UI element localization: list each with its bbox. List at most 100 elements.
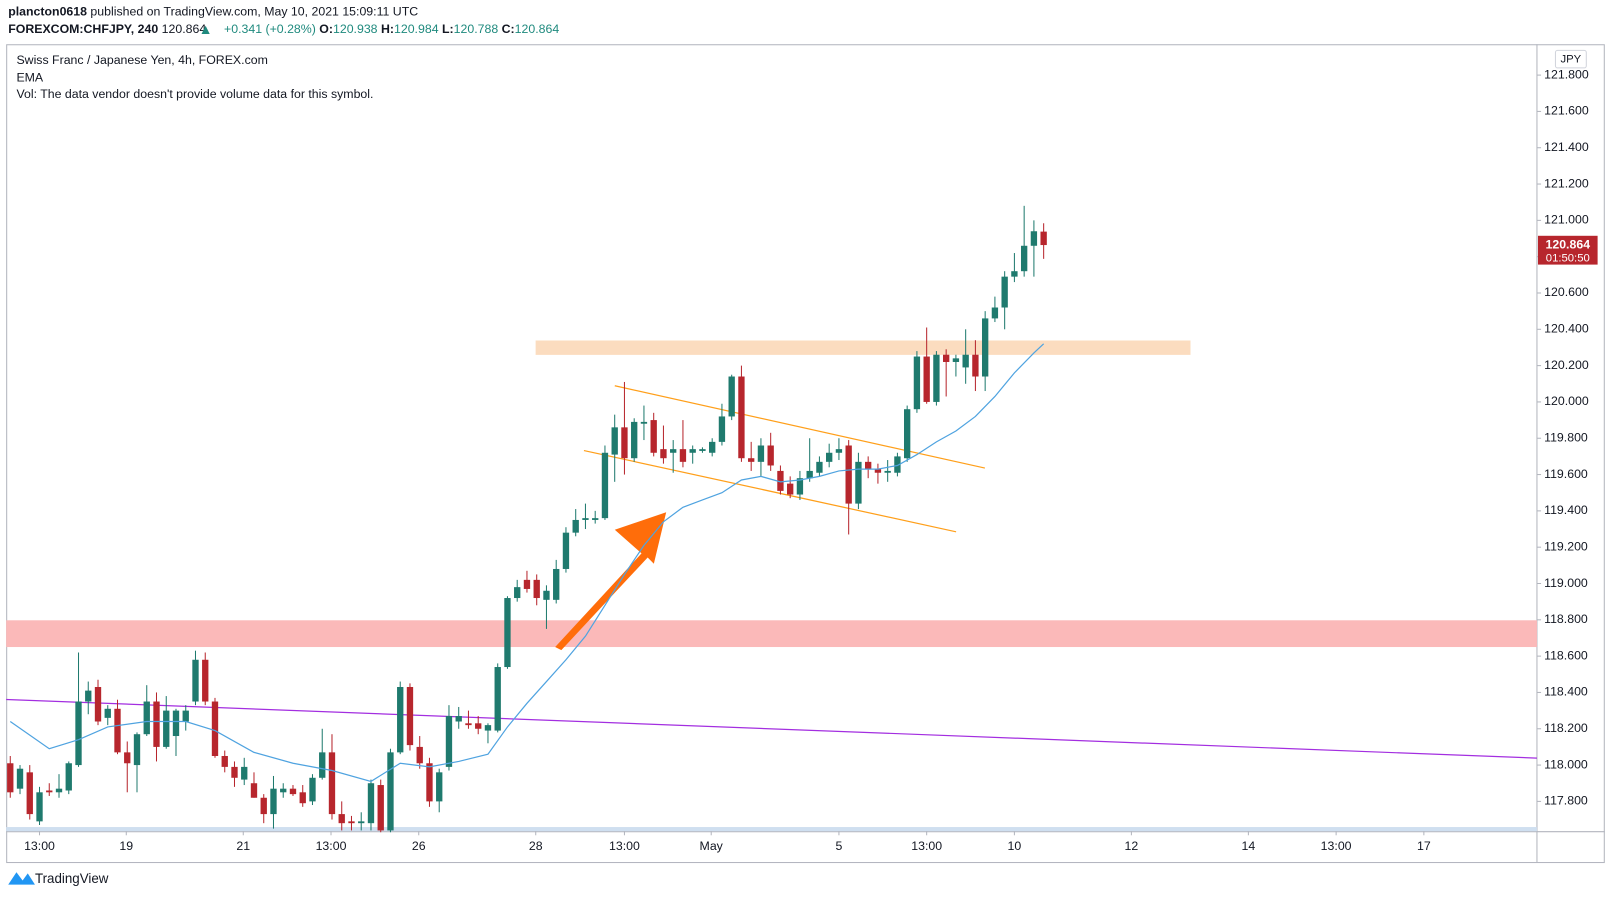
ema-line <box>9 343 1045 783</box>
candle-body <box>211 701 219 756</box>
candle-body <box>796 478 804 495</box>
last-price: 120.864 <box>162 22 207 36</box>
resistance-zone <box>6 620 1537 648</box>
user: plancton0618 <box>8 5 87 19</box>
brand: TradingView <box>35 871 109 886</box>
candle-body <box>46 790 53 793</box>
candle-body <box>250 783 258 798</box>
candle-body <box>436 772 443 802</box>
low: 120.788 <box>454 22 499 36</box>
x-tick-label: 13:00 <box>1321 839 1352 853</box>
x-tick-label: 28 <box>529 839 543 853</box>
y-tick-label: 119.600 <box>1544 467 1588 481</box>
candle-body <box>445 716 453 767</box>
candle-body <box>36 792 43 822</box>
candle-body <box>338 814 345 824</box>
candle-body <box>757 445 765 462</box>
candle-body <box>182 710 189 722</box>
candle-body <box>874 469 882 473</box>
candle-body <box>962 354 969 368</box>
y-tick-label: 118.400 <box>1544 685 1588 699</box>
candle-body <box>514 587 521 599</box>
candle-body <box>85 690 92 702</box>
candle-body <box>845 445 852 504</box>
high: 120.984 <box>394 22 439 36</box>
candle-body <box>699 449 706 451</box>
candle-body <box>738 376 745 459</box>
candle-body <box>241 766 248 780</box>
candle-body <box>280 788 287 793</box>
y-tick-label: 119.200 <box>1544 539 1588 553</box>
last-price-label: 120.864 <box>1546 237 1591 251</box>
candle-body <box>1040 231 1047 246</box>
candle-body <box>270 788 277 815</box>
x-tick-label: 14 <box>1242 839 1256 853</box>
y-tick-label: 119.400 <box>1544 503 1588 517</box>
candle-body <box>7 763 14 793</box>
candle-body <box>787 483 794 495</box>
candle-body <box>387 752 394 831</box>
candle-body <box>75 701 82 766</box>
candle-body <box>26 772 33 815</box>
labels: 117.800 118.000 118.200 118.400 118.600 118.8… <box>24 67 1598 853</box>
frame <box>6 44 1605 864</box>
candle-body <box>143 701 150 735</box>
ohlc-label: C: <box>502 22 515 36</box>
y-tick-label: 120.200 <box>1544 358 1589 372</box>
candle-body <box>65 763 72 791</box>
candle-body <box>923 356 930 402</box>
candle-body <box>133 734 141 766</box>
channel-line <box>583 449 957 533</box>
candle-body <box>913 356 921 410</box>
candle-body <box>104 708 111 718</box>
change: +0.341 (+0.28%) <box>224 22 316 36</box>
candle-body <box>689 449 696 453</box>
candle-body <box>163 710 170 747</box>
x-tick-label: 13:00 <box>316 839 347 853</box>
y-tick-label: 118.600 <box>1544 648 1588 662</box>
x-tick-label: May <box>700 839 724 853</box>
candle-body <box>484 725 492 731</box>
candle-body <box>94 686 102 722</box>
candle-body <box>981 318 989 377</box>
candle-body <box>1020 245 1028 272</box>
candle-body <box>455 716 462 722</box>
x-tick-label: 17 <box>1417 839 1431 853</box>
channel-line <box>614 385 986 469</box>
candle-body <box>767 445 774 466</box>
candle-body <box>55 788 63 793</box>
candle-body <box>640 421 648 424</box>
candle-body <box>933 354 940 402</box>
candle-body <box>601 452 609 519</box>
candle-body <box>816 461 823 473</box>
candle-body <box>309 777 316 802</box>
candle-body <box>572 519 579 533</box>
candle-body <box>777 470 784 491</box>
candle-body <box>221 755 228 767</box>
x-tick-label: 12 <box>1125 839 1139 853</box>
y-tick-label: 121.200 <box>1544 176 1589 190</box>
y-tick-label: 120.600 <box>1544 285 1589 299</box>
trend-line <box>6 698 1537 759</box>
candle-body <box>835 449 843 453</box>
candle-body <box>289 788 297 795</box>
up-arrow-icon <box>201 25 210 34</box>
candle-body <box>806 470 813 479</box>
candle-body <box>377 785 384 831</box>
y-tick-label: 121.400 <box>1544 140 1589 154</box>
candle-body <box>465 723 472 726</box>
candle-body <box>991 307 999 319</box>
candle-body <box>328 752 336 815</box>
candle-body <box>748 458 755 462</box>
marks <box>7 205 1047 833</box>
legend-ema: EMA <box>16 70 43 84</box>
y-tick-label: 120.400 <box>1544 322 1589 336</box>
y-tick-label: 121.800 <box>1544 67 1589 81</box>
y-tick-label: 120.000 <box>1544 394 1589 408</box>
candle-body <box>114 708 121 753</box>
arrow <box>555 512 667 651</box>
x-tick-label: 26 <box>412 839 426 853</box>
candle-body <box>543 590 550 600</box>
